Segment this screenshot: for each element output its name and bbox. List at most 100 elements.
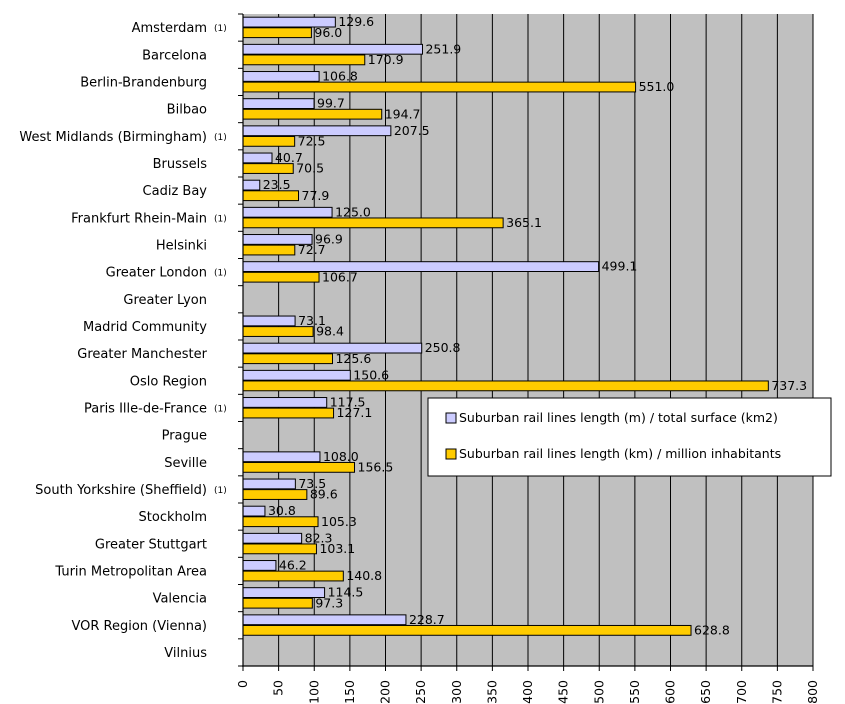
bar-population-ratio (242, 244, 296, 256)
category-label: Cadiz Bay (143, 184, 208, 199)
category-label: Valencia (153, 592, 207, 607)
data-label: 129.6 (338, 14, 374, 29)
data-label: 30.8 (268, 503, 296, 518)
x-tick-label: 100 (306, 680, 321, 704)
data-label: 103.1 (319, 541, 355, 556)
footnote-marker: (1) (214, 486, 227, 496)
legend-label: Suburban rail lines length (km) / millio… (459, 446, 781, 461)
bar-surface-ratio (242, 587, 326, 599)
bar-surface-ratio (242, 614, 407, 626)
bar-population-ratio (242, 516, 319, 528)
data-label: 207.5 (394, 123, 430, 138)
category-label: Amsterdam (132, 21, 207, 36)
bar-population-ratio (242, 543, 317, 555)
category-labels: Amsterdam (1) Barcelona Berlin-Brandenburg B… (19, 21, 226, 661)
data-label: 628.8 (694, 622, 730, 637)
x-tick-label: 250 (413, 680, 428, 704)
value-labels: 129.696.0 251.9 170.9 106.8 551.0 99.7 194.7 20… (263, 14, 807, 637)
x-tick-label: 0 (235, 680, 250, 688)
x-tick-label: 400 (520, 680, 535, 704)
category-label: Berlin-Brandenburg (80, 75, 207, 90)
bar-population-ratio (242, 461, 356, 473)
data-label: 72.7 (298, 242, 326, 257)
x-tick-label: 750 (769, 680, 784, 704)
x-axis-tick-labels: 0 50 100 150 200 250 300 350 400 450 500 550 600 650 7… (235, 680, 820, 704)
category-label: Seville (164, 456, 207, 471)
bar-population-ratio (242, 27, 312, 39)
data-label: 737.3 (771, 378, 807, 393)
bar-population-ratio (242, 54, 366, 66)
data-label: 551.0 (639, 79, 675, 94)
bar-population-ratio (242, 271, 320, 283)
data-label: 73.1 (298, 313, 326, 328)
data-label: 251.9 (425, 41, 461, 56)
data-label: 499.1 (602, 259, 638, 274)
category-label: Greater Manchester (77, 347, 207, 362)
category-label: Bilbao (167, 103, 207, 118)
data-label: 99.7 (317, 96, 345, 111)
data-label: 117.5 (330, 395, 366, 410)
x-tick-label: 350 (484, 680, 499, 704)
bar-surface-ratio (242, 206, 333, 218)
bar-population-ratio (242, 489, 308, 500)
data-label: 70.5 (296, 161, 324, 176)
data-label: 82.3 (305, 530, 333, 545)
bar-surface-ratio (242, 451, 321, 463)
bar-surface-ratio (242, 98, 315, 109)
data-label: 73.5 (298, 476, 326, 491)
footnote-marker: (1) (214, 24, 227, 34)
bar-surface-ratio (242, 315, 296, 327)
x-tick-label: 500 (591, 680, 606, 704)
axes (238, 13, 814, 671)
data-label: 156.5 (358, 459, 394, 474)
data-label: 106.7 (322, 269, 358, 284)
data-label: 98.4 (316, 324, 344, 339)
data-label: 23.5 (263, 177, 291, 192)
bar-surface-ratio (242, 560, 277, 571)
bar-surface-ratio (242, 478, 296, 490)
category-label: West Midlands (Birmingham) (19, 130, 207, 145)
data-label: 228.7 (409, 612, 445, 627)
bar-surface-ratio (242, 71, 320, 82)
x-tick-label: 650 (698, 680, 713, 704)
category-label: Prague (162, 429, 207, 444)
x-tick-label: 800 (805, 680, 820, 704)
category-label: Barcelona (142, 48, 207, 63)
data-label: 194.7 (385, 106, 421, 121)
x-tick-label: 600 (663, 680, 678, 704)
bar-surface-ratio (242, 342, 423, 354)
x-tick-label: 50 (271, 680, 286, 696)
data-label: 127.1 (337, 405, 373, 420)
category-label: Turin Metropolitan Area (54, 564, 207, 579)
bar-population-ratio (242, 217, 504, 229)
category-label: Vilnius (164, 646, 207, 661)
data-label: 125.0 (335, 204, 371, 219)
bar-surface-ratio (242, 261, 600, 273)
category-label: Brussels (153, 157, 208, 172)
bar-population-ratio (242, 108, 383, 120)
footnote-marker: (1) (214, 133, 227, 143)
footnote-marker: (1) (214, 404, 227, 414)
data-label: 72.5 (298, 133, 326, 148)
bar-population-ratio (242, 353, 333, 365)
bar-population-ratio (242, 163, 294, 174)
data-label: 40.7 (275, 150, 303, 165)
category-label: Paris Ille-de-France (84, 401, 207, 416)
data-label: 46.2 (279, 558, 307, 573)
legend: Suburban rail lines length (m) / total s… (427, 397, 832, 477)
category-label: Madrid Community (83, 320, 207, 335)
category-label: Oslo Region (130, 374, 207, 389)
category-label: Frankfurt Rhein-Main (71, 211, 207, 226)
bar-population-ratio (242, 135, 296, 147)
category-label: Stockholm (139, 510, 207, 525)
bar-population-ratio (242, 190, 300, 202)
data-label: 140.8 (346, 568, 382, 583)
legend-swatch (445, 412, 457, 424)
data-label: 96.9 (315, 232, 343, 247)
legend-label: Suburban rail lines length (m) / total s… (459, 410, 778, 425)
bar-surface-ratio (242, 532, 303, 544)
data-label: 97.3 (315, 595, 343, 610)
data-label: 106.8 (322, 69, 358, 84)
